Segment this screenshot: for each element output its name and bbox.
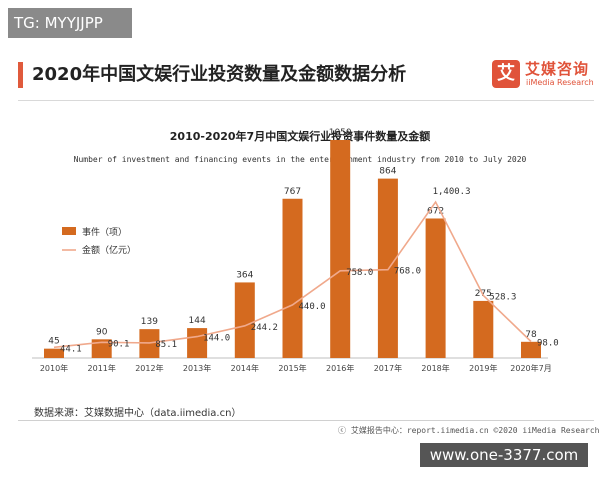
bar-8 (425, 218, 446, 358)
x-tick-label-9: 2019年 (469, 363, 497, 373)
line-value-label-9: 528.3 (489, 292, 516, 302)
x-tick-label-3: 2013年 (183, 363, 211, 373)
bar-value-label-7: 864 (379, 167, 396, 177)
line-value-label-7: 768.0 (394, 267, 421, 277)
line-value-label-4: 244.2 (251, 323, 278, 333)
bar-9 (473, 300, 494, 358)
line-value-label-0: 44.1 (60, 344, 82, 354)
bar-value-label-4: 364 (236, 270, 253, 280)
bar-value-label-8: 672 (427, 206, 444, 216)
x-tick-label-8: 2018年 (421, 363, 449, 373)
tg-badge: TG: MYYJJPP (8, 8, 132, 38)
chart: 2010-2020年7月中国文娱行业投资事件数量及金额 Number of in… (32, 128, 559, 373)
chart-legend: 事件（项） 金额（亿元） (62, 226, 136, 256)
bar-10 (521, 341, 541, 358)
plot-area: 45 2010年 90 2011年 139 2012年 144 2013年 364 2014年 76… (32, 128, 559, 373)
line-value-label-3: 144.0 (203, 334, 230, 344)
line-value-label-10: 98.0 (537, 339, 559, 349)
legend-swatch-bars (62, 227, 76, 235)
legend-label-bars: 事件（项） (82, 226, 127, 238)
line-value-label-5: 440.0 (299, 302, 326, 312)
footer-divider (18, 420, 594, 421)
watermark-badge: www.one-3377.com (420, 443, 588, 467)
x-tick-label-0: 2010年 (40, 363, 68, 373)
data-source: 数据来源：艾媒数据中心（data.iimedia.cn） (34, 408, 242, 419)
bar-value-label-6: 1050 (329, 128, 352, 138)
header-divider (18, 100, 594, 101)
bar-value-label-0: 45 (48, 337, 59, 347)
bar-value-label-10: 78 (525, 330, 537, 340)
bar-value-label-5: 767 (284, 187, 301, 197)
x-tick-label-4: 2014年 (231, 363, 259, 373)
x-tick-label-1: 2011年 (88, 363, 116, 373)
bar-value-label-2: 139 (141, 317, 158, 327)
x-tick-label-2: 2012年 (135, 363, 163, 373)
legend-label-line: 金额（亿元） (82, 244, 136, 256)
brand-logo-icon: 艾 (492, 60, 520, 88)
footer-text: ⓒ 艾媒报告中心：report.iimedia.cn ©2020 iiMedia… (338, 426, 600, 435)
bar-value-label-1: 90 (96, 327, 108, 337)
bar-4 (234, 282, 255, 358)
line-value-label-2: 85.1 (155, 340, 177, 350)
x-tick-label-10: 2020年7月 (510, 363, 551, 373)
x-tick-label-7: 2017年 (374, 363, 402, 373)
chart-title: 2010-2020年7月中国文娱行业投资事件数量及金额 (170, 129, 430, 143)
brand-logo-block: 艾 艾媒咨询 iiMedia Research (492, 58, 596, 94)
bar-7 (377, 178, 398, 358)
brand-name: 艾媒咨询 (525, 60, 590, 78)
brand-subtitle: iiMedia Research (526, 78, 594, 87)
x-tick-label-5: 2015年 (278, 363, 306, 373)
bar-6 (330, 140, 351, 358)
x-tick-label-6: 2016年 (326, 363, 354, 373)
page-title: 2020年中国文娱行业投资数量及金额数据分析 (32, 64, 407, 85)
line-value-label-6: 758.0 (346, 268, 373, 278)
chart-subtitle: Number of investment and financing event… (74, 155, 527, 164)
amount-line (53, 200, 532, 349)
title-accent-bar (18, 62, 23, 88)
line-value-label-1: 90.1 (108, 339, 130, 349)
bar-1 (91, 339, 112, 358)
bar-0 (44, 348, 64, 358)
bar-5 (282, 198, 303, 358)
bar-value-label-3: 144 (189, 316, 206, 326)
line-value-label-8: 1,400.3 (433, 187, 471, 197)
